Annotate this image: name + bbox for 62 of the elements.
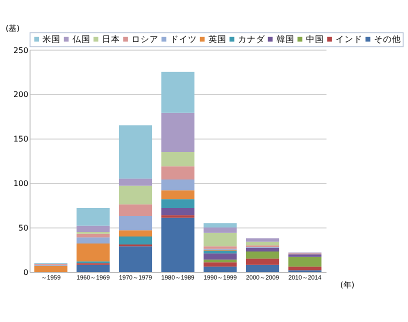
y-tick-label: 200: [13, 90, 28, 100]
bar: [204, 250, 237, 254]
x-axis-title: (年): [340, 280, 354, 290]
bar: [204, 260, 237, 262]
bar: [161, 215, 194, 218]
legend-label: 英国: [208, 34, 226, 45]
legend-label: 日本: [102, 34, 120, 45]
y-tick-label: 100: [13, 179, 28, 188]
bar: [118, 186, 152, 204]
bar: [246, 252, 280, 259]
bar: [161, 180, 194, 190]
bar: [161, 166, 194, 180]
bar: [204, 262, 237, 267]
bar: [288, 254, 322, 257]
legend-label: カナダ: [238, 34, 266, 45]
legend-label: 中国: [306, 34, 324, 45]
bar: [76, 244, 110, 262]
legend-label: 韓国: [276, 34, 294, 45]
bar: [118, 230, 152, 236]
y-axis-title: (基): [6, 24, 20, 33]
bar: [204, 266, 237, 272]
legend-label: 仏国: [71, 34, 90, 45]
bar: [246, 248, 280, 252]
legend-label: ロシア: [132, 34, 159, 45]
bar: [204, 253, 237, 260]
legend-label: その他: [374, 34, 401, 45]
bar: [118, 236, 152, 244]
bar: [288, 266, 322, 270]
bar: [118, 125, 152, 179]
bar: [204, 228, 237, 233]
bar: [246, 238, 280, 242]
bar: [204, 232, 237, 246]
bar: [76, 234, 110, 238]
bar: [76, 226, 110, 232]
legend-label: インド: [336, 34, 363, 45]
bar: [204, 246, 237, 249]
y-tick-label: 50: [18, 224, 28, 233]
bar: [161, 72, 194, 113]
bar: [118, 216, 152, 230]
bar: [246, 264, 280, 272]
legend-label: ドイツ: [170, 34, 197, 45]
bar: [246, 258, 280, 265]
y-tick-label: 0: [23, 268, 28, 278]
bar: [161, 112, 194, 152]
bar: [76, 264, 110, 272]
bar: [246, 242, 280, 246]
bar: [288, 256, 322, 267]
bar: [118, 204, 152, 216]
legend-label: 米国: [42, 34, 61, 45]
bar: [161, 218, 194, 272]
bar: [118, 246, 152, 272]
bar: [76, 237, 110, 244]
bar: [161, 190, 194, 200]
bar: [161, 208, 194, 216]
y-tick-label: 150: [13, 134, 28, 144]
bar: [161, 152, 194, 166]
y-tick-label: 250: [13, 46, 28, 55]
bar: [161, 199, 194, 208]
bar: [204, 223, 237, 228]
bar: [118, 178, 152, 186]
bar: [34, 266, 68, 272]
bar: [76, 208, 110, 226]
